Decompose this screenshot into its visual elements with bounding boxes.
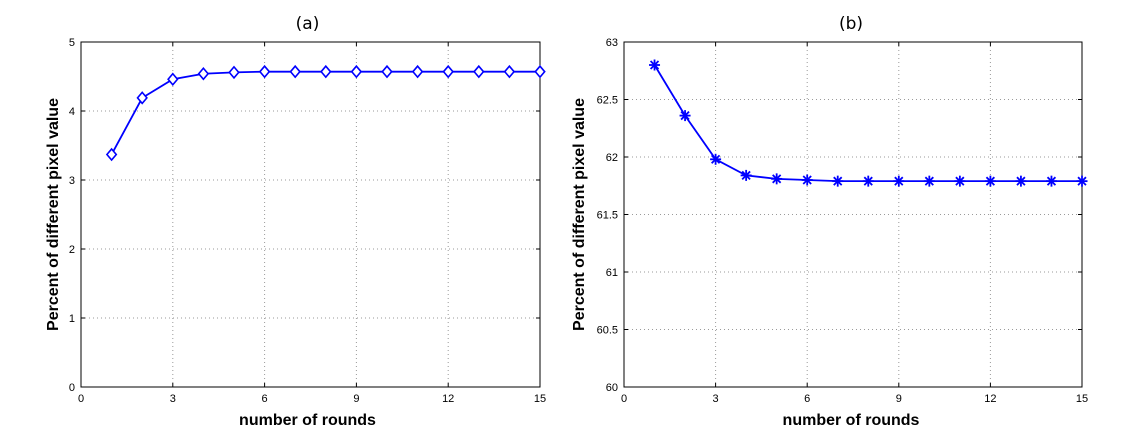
data-point-marker [771, 173, 783, 185]
marker-stroke [680, 111, 690, 121]
data-point-marker [923, 175, 935, 187]
chart-panel-a: (a) number of rounds Percent of differen… [45, 14, 546, 429]
y-tick-label: 62.5 [597, 95, 618, 107]
data-point-marker [1076, 175, 1088, 187]
data-point-marker [411, 64, 424, 79]
y-tick-label: 5 [69, 37, 75, 49]
data-point-marker [710, 153, 722, 165]
y-tick-label: 62 [606, 152, 618, 164]
marker-stroke [1077, 176, 1087, 186]
data-point-marker [679, 110, 691, 122]
data-point-marker [534, 64, 546, 79]
y-tick-label: 61 [606, 267, 618, 279]
marker-stroke [955, 176, 965, 186]
marker-stroke [924, 176, 934, 186]
data-point-marker [258, 64, 271, 79]
data-point-marker [832, 175, 844, 187]
y-tick-label: 2 [69, 244, 75, 256]
y-tick-label: 1 [69, 313, 75, 325]
y-tick-label: 60 [606, 382, 618, 394]
x-tick-label: 6 [804, 393, 810, 405]
x-tick-label: 3 [170, 393, 176, 405]
marker-stroke [1016, 176, 1026, 186]
data-point-marker [1045, 175, 1057, 187]
data-point-marker [105, 147, 118, 162]
y-tick-label: 60.5 [597, 325, 618, 337]
x-tick-label: 15 [1076, 393, 1088, 405]
data-point-marker [954, 175, 966, 187]
y-tick-label: 3 [69, 175, 75, 187]
x-tick-label: 0 [78, 393, 84, 405]
data-point-marker [801, 174, 813, 186]
plot-area-frame [80, 41, 541, 388]
data-point-marker [136, 91, 148, 105]
data-point-marker [503, 64, 516, 79]
marker-stroke [772, 174, 782, 184]
data-point-marker [473, 64, 485, 79]
x-tick-label: 12 [442, 393, 454, 405]
data-point-marker [740, 169, 752, 181]
marker-stroke [649, 60, 660, 70]
data-point-marker [893, 175, 905, 187]
data-point-marker [320, 64, 332, 79]
x-axis-label: number of rounds [783, 412, 920, 429]
x-tick-label: 12 [984, 393, 996, 405]
chart-panel-b: (b) number of rounds Percent of differen… [571, 14, 1088, 429]
y-axis-label: Percent of different pixel value [45, 98, 62, 331]
marker-stroke [711, 154, 721, 164]
data-point-marker [228, 65, 240, 80]
x-tick-label: 3 [713, 393, 719, 405]
data-point-marker [984, 175, 996, 187]
x-tick-label: 6 [262, 393, 268, 405]
marker-stroke [985, 176, 995, 186]
x-tick-label: 15 [534, 393, 546, 405]
marker-stroke [833, 176, 843, 186]
chart-title: (b) [839, 14, 863, 34]
chart-title: (a) [296, 14, 320, 34]
data-point-marker [167, 72, 179, 86]
data-point-marker [381, 64, 393, 79]
x-tick-label: 9 [896, 393, 902, 405]
marker-stroke [894, 176, 904, 186]
x-tick-label: 0 [621, 393, 627, 405]
y-tick-label: 63 [606, 37, 618, 49]
marker-stroke [863, 176, 873, 186]
y-axis-label: Percent of different pixel value [571, 98, 588, 331]
marker-stroke [1046, 176, 1057, 186]
data-point-marker [197, 67, 210, 81]
marker-stroke [741, 170, 751, 180]
x-tick-label: 9 [353, 393, 359, 405]
data-point-marker [350, 64, 363, 79]
y-tick-label: 61.5 [597, 210, 618, 222]
y-tick-label: 4 [69, 106, 75, 118]
data-point-marker [289, 64, 301, 79]
data-point-marker [1015, 175, 1027, 187]
marker-stroke [802, 175, 812, 185]
data-point-marker [649, 59, 661, 71]
y-tick-label: 0 [69, 382, 75, 394]
data-point-marker [442, 64, 454, 79]
x-axis-label: number of rounds [239, 412, 376, 429]
data-point-marker [862, 175, 874, 187]
